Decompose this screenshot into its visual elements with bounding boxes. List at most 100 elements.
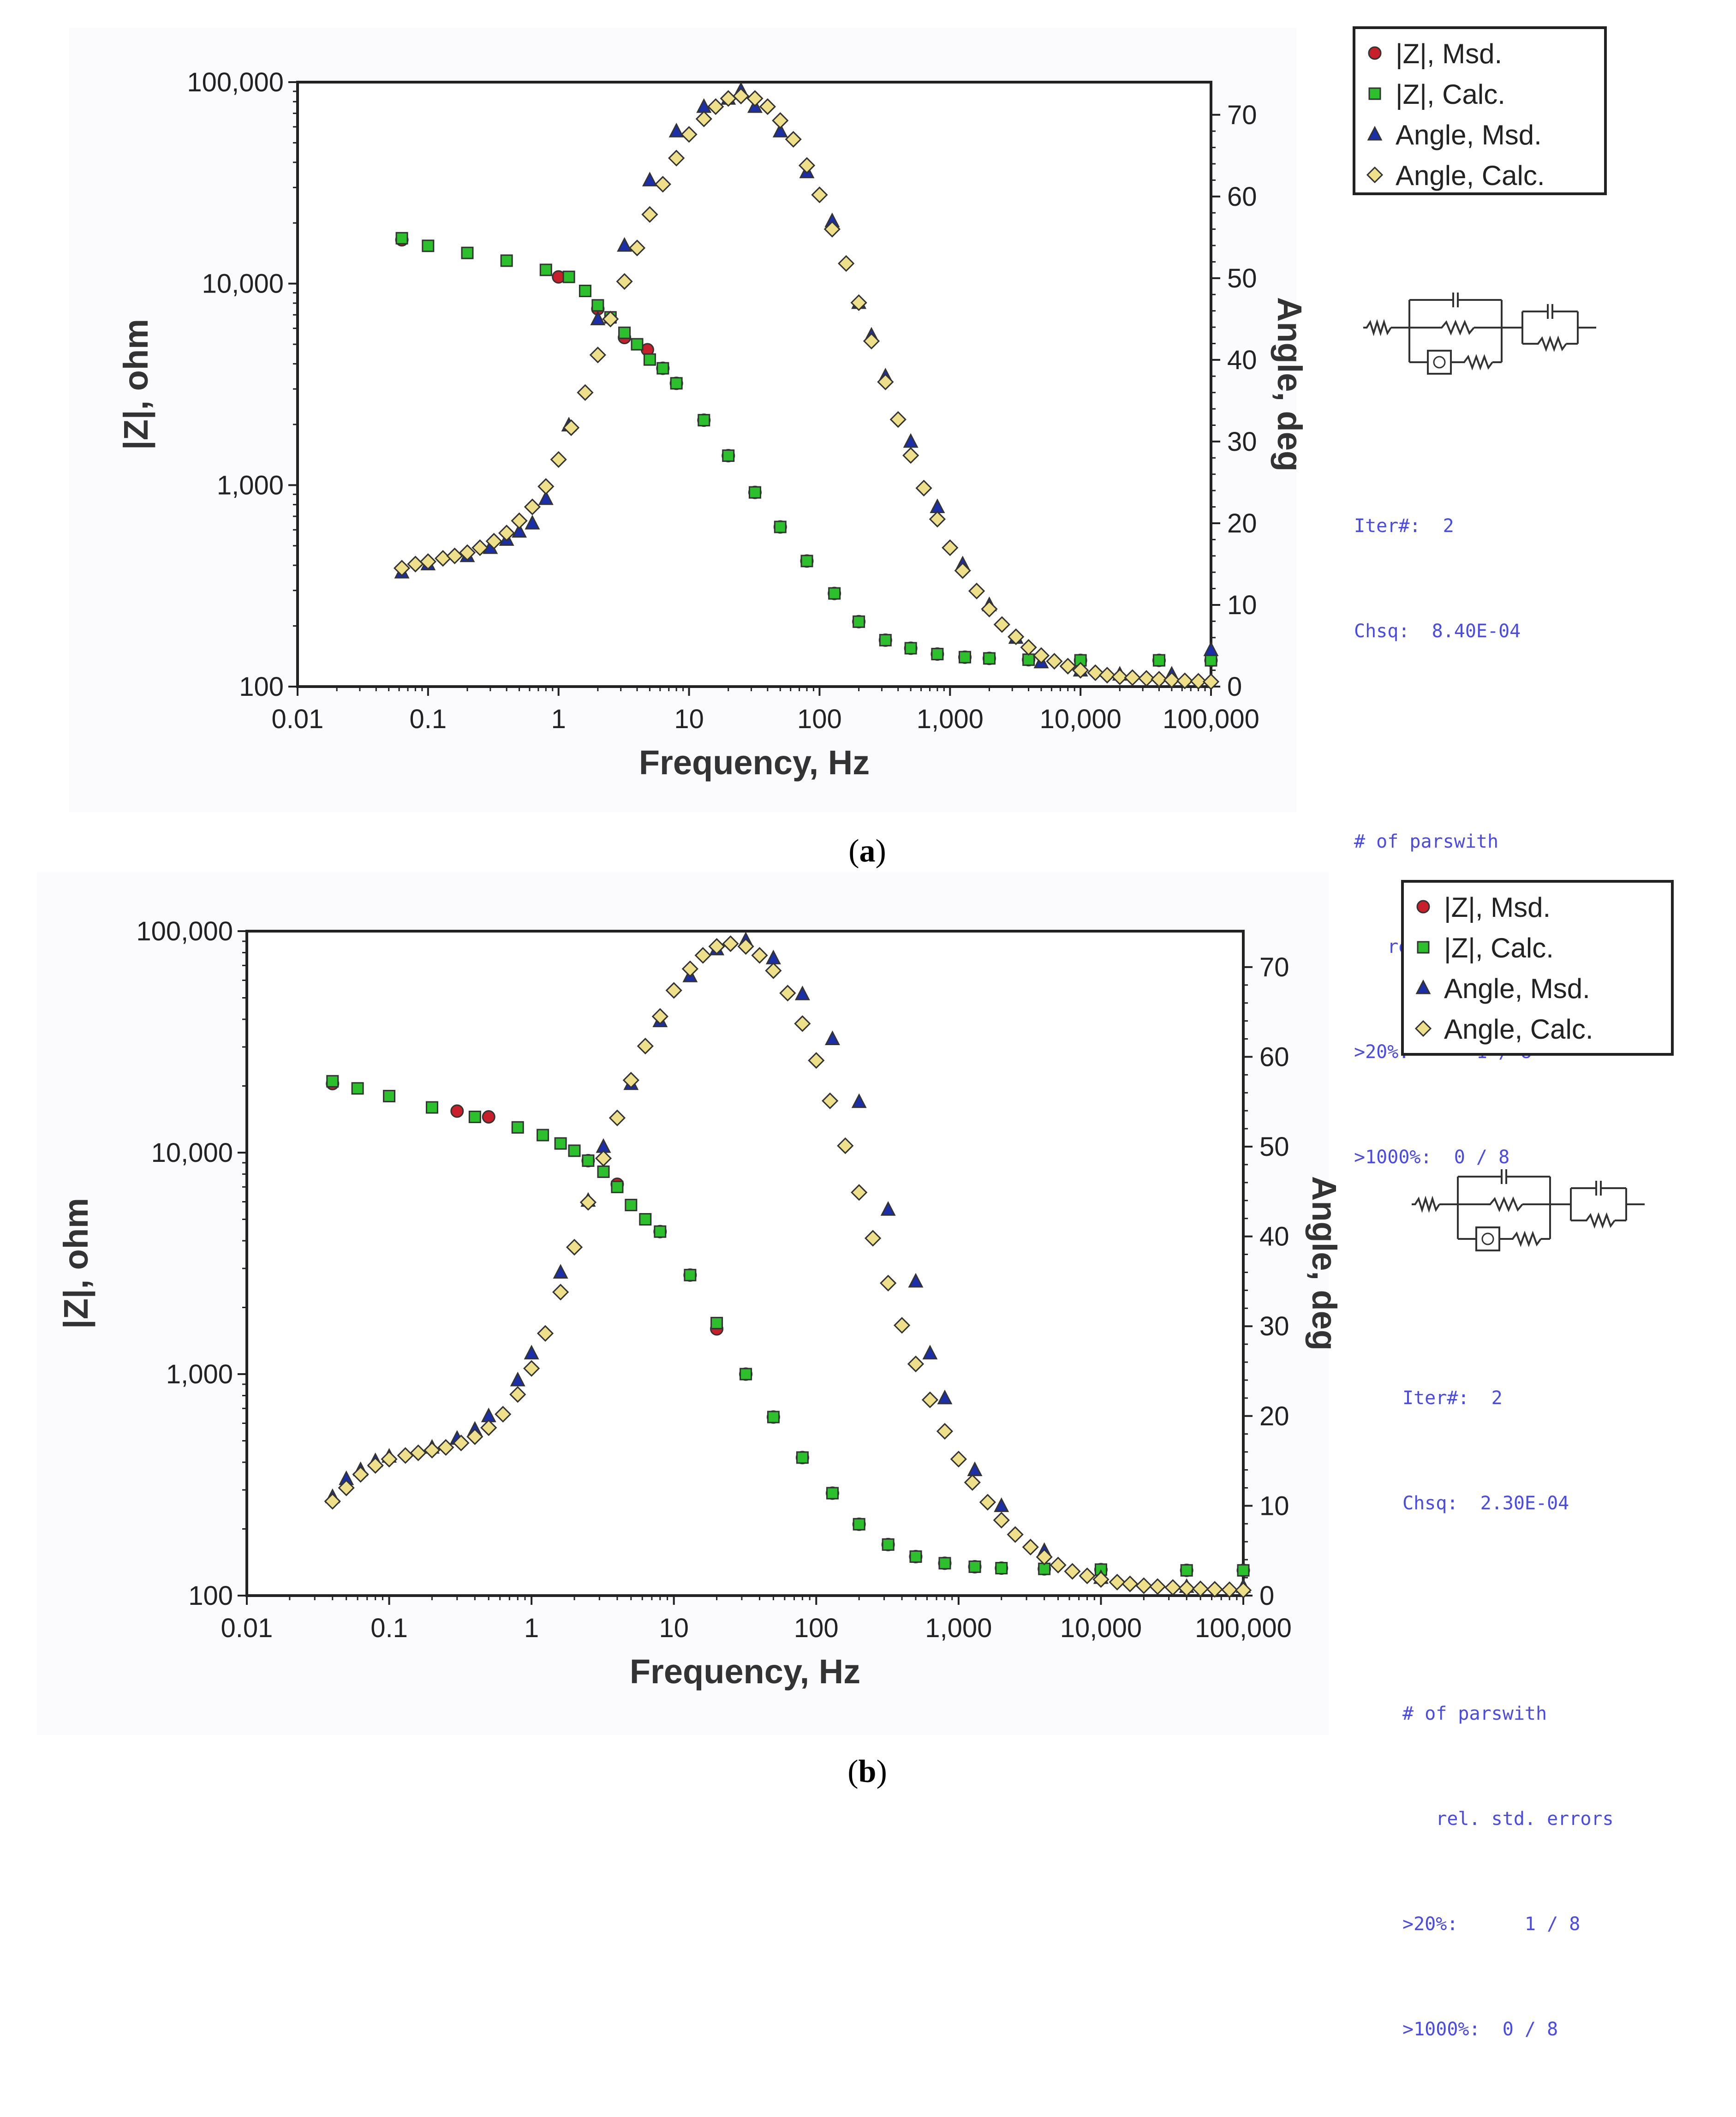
- marker-diamond: [1111, 668, 1128, 685]
- marker-diamond: [1020, 639, 1037, 656]
- marker-square: [1180, 1564, 1193, 1577]
- marker-diamond: [1135, 1577, 1152, 1594]
- y-right-tick-label: 10: [1227, 590, 1257, 620]
- marker-square: [826, 1487, 839, 1500]
- marker-diamond: [446, 547, 463, 564]
- marker-triangle: [538, 490, 554, 505]
- marker-triangle: [590, 311, 606, 325]
- marker-diamond: [779, 985, 796, 1002]
- marker-diamond: [1164, 1579, 1181, 1596]
- marker-square: [383, 1089, 396, 1102]
- marker-diamond: [668, 150, 685, 167]
- marker-triangle: [1203, 641, 1219, 656]
- marker-diamond: [1138, 670, 1155, 687]
- info-line: >1000%: 0 / 8: [1354, 1147, 1510, 1168]
- marker-diamond: [1098, 667, 1116, 684]
- panel-b: 0.01 0.1 1 10 100 1,000 10,000 100,000 100 1,000 1…: [0, 872, 1736, 2040]
- resistor-symbol: [1485, 1196, 1523, 1213]
- info-line: Iter#: 2: [1354, 515, 1454, 537]
- marker-diamond: [509, 1386, 526, 1403]
- marker-diamond: [1046, 653, 1063, 670]
- marker-triangle: [824, 1030, 840, 1046]
- resistor-symbol: [1363, 319, 1392, 336]
- marker-diamond: [352, 1466, 369, 1483]
- marker-square: [1152, 654, 1165, 667]
- marker-triangle: [642, 172, 657, 186]
- x-tick-label: 1: [524, 1613, 539, 1643]
- marker-diamond: [694, 947, 711, 964]
- y-right-axis-title: Angle, deg: [1271, 297, 1309, 472]
- x-tick-label: 0.01: [221, 1613, 273, 1643]
- marker-triangle: [525, 514, 540, 530]
- y-left-axis-title: |Z|, ohm: [57, 1198, 95, 1329]
- marker-diamond: [798, 157, 816, 174]
- marker-diamond: [524, 498, 541, 515]
- marker-diamond: [968, 582, 985, 599]
- marker-diamond: [837, 1137, 854, 1154]
- marker-diamond: [602, 311, 619, 328]
- marker-square: [853, 1518, 865, 1531]
- plot-area-frame: [245, 930, 1245, 1597]
- y-left-tick-label: 100,000: [136, 916, 233, 946]
- y-left-tick-label: 100,000: [187, 67, 284, 97]
- marker-diamond: [1087, 664, 1104, 682]
- marker-square: [618, 326, 631, 339]
- marker-square: [774, 520, 787, 533]
- marker-square: [904, 642, 917, 655]
- marker-square: [909, 1550, 922, 1563]
- y-right-tick-label: 40: [1259, 1222, 1289, 1252]
- marker-triangle: [794, 985, 810, 1000]
- marker-diamond: [654, 176, 671, 193]
- marker-diamond: [864, 1230, 882, 1247]
- marker-square: [631, 338, 644, 351]
- marker-diamond: [577, 384, 594, 401]
- resistor-symbol: [1582, 1212, 1616, 1229]
- y-left-tick-label: 10,000: [202, 269, 284, 299]
- marker-diamond: [419, 553, 436, 570]
- marker-diamond: [608, 1109, 626, 1126]
- legend-label: |Z|, Calc.: [1444, 933, 1554, 963]
- legend-box: [1401, 880, 1674, 1056]
- marker-square: [591, 299, 604, 312]
- marker-diamond: [338, 1479, 355, 1496]
- marker-square: [983, 652, 996, 665]
- warburg-element: [1427, 350, 1452, 375]
- marker-diamond: [1072, 662, 1089, 679]
- x-tick-label: 100: [797, 704, 842, 734]
- marker-diamond: [579, 1194, 597, 1211]
- marker-square: [562, 270, 575, 283]
- equivalent-circuit-icon: [1363, 293, 1596, 375]
- marker-diamond: [665, 982, 682, 999]
- marker-square: [1417, 941, 1430, 954]
- marker-diamond: [498, 525, 515, 542]
- marker-diamond: [765, 962, 782, 979]
- resistor-symbol: [1437, 319, 1475, 336]
- x-tick-label: 10: [659, 1613, 689, 1643]
- marker-diamond: [616, 273, 633, 290]
- resistor-symbol: [1534, 335, 1567, 352]
- marker-diamond: [759, 98, 776, 115]
- resistor-symbol: [1412, 1196, 1440, 1213]
- marker-square: [748, 486, 761, 499]
- legend-box: [1353, 26, 1607, 195]
- marker-diamond: [1235, 1582, 1252, 1599]
- marker-diamond: [1190, 673, 1207, 690]
- marker-diamond: [893, 1317, 911, 1334]
- info-line: >1000%: 0 / 8: [1402, 2019, 1558, 2040]
- marker-diamond: [628, 239, 646, 257]
- marker-circle: [482, 1110, 495, 1124]
- x-axis-title: Frequency, Hz: [630, 1652, 860, 1691]
- marker-diamond: [838, 255, 855, 272]
- marker-square: [537, 1129, 549, 1142]
- marker-square: [568, 1144, 581, 1157]
- info-line: [1402, 1591, 1614, 1626]
- marker-diamond: [471, 539, 489, 556]
- x-tick-label: 0.1: [410, 704, 447, 734]
- legend-label: Angle, Calc.: [1396, 160, 1545, 191]
- marker-diamond: [915, 479, 932, 496]
- marker-diamond: [993, 1512, 1010, 1529]
- marker-diamond: [324, 1493, 341, 1510]
- marker-diamond: [722, 935, 739, 952]
- marker-triangle: [1415, 979, 1431, 994]
- marker-diamond: [495, 1405, 512, 1423]
